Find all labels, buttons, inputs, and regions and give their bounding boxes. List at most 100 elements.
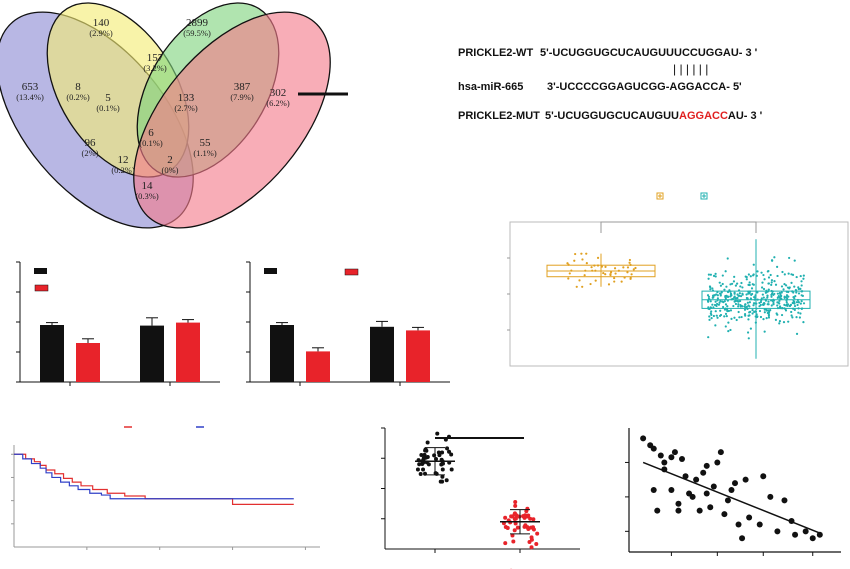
venn-count: 133 [178, 92, 195, 104]
box-point [788, 256, 791, 260]
box-point [763, 311, 766, 314]
box-point [707, 336, 710, 339]
data-point [511, 539, 516, 544]
box-point [719, 284, 723, 287]
box-point [792, 299, 795, 303]
data-point [710, 483, 717, 490]
data-point [746, 514, 753, 521]
box-point [617, 269, 620, 272]
box-point [731, 282, 734, 285]
box-point [609, 273, 612, 276]
box-point [787, 295, 790, 298]
box-point [728, 289, 731, 292]
box-point [802, 321, 805, 324]
box-point [769, 273, 772, 277]
box-point [747, 337, 750, 340]
box-point [714, 275, 717, 278]
box-point [799, 312, 802, 315]
box-point [609, 271, 613, 274]
data-point [425, 454, 430, 459]
box-point [770, 283, 773, 287]
bar [76, 343, 100, 382]
bar-chart-1 [16, 261, 220, 386]
box-point [581, 258, 584, 261]
box-point [759, 303, 762, 307]
box-point [781, 270, 784, 274]
data-point [654, 507, 661, 514]
box-point [751, 312, 754, 315]
box-point [777, 295, 780, 298]
venn-percent: (59.5%) [183, 28, 211, 38]
box-point [708, 318, 711, 321]
venn-percent: (0%) [162, 165, 179, 175]
box-point [573, 259, 576, 262]
box-point [788, 304, 792, 307]
box-point [756, 270, 759, 273]
box-point [793, 302, 796, 305]
box-point [796, 298, 800, 302]
data-point [512, 528, 517, 533]
data-point [440, 450, 445, 455]
data-point [735, 521, 742, 528]
box-point [740, 315, 743, 319]
mut-seq-suffix: AU- 3 ' [728, 110, 763, 122]
box-point [785, 299, 788, 302]
data-point [714, 459, 721, 466]
box-point [739, 303, 742, 307]
venn-percent: (0.1%) [139, 138, 163, 148]
box-point [719, 299, 722, 303]
legend-swatch [700, 192, 708, 200]
box-point [727, 329, 730, 333]
box-point [596, 256, 600, 259]
box-point [783, 273, 786, 276]
box-point [753, 295, 756, 299]
box-point [708, 315, 711, 318]
data-point [742, 476, 749, 483]
data-point [415, 467, 420, 472]
data-point [802, 528, 809, 535]
box-point [620, 280, 623, 283]
box-point [792, 291, 795, 294]
box-point [726, 299, 729, 302]
box-point [629, 263, 632, 266]
box-point [770, 281, 773, 284]
box-point [776, 307, 780, 310]
box-point [729, 292, 733, 295]
box-point [783, 303, 786, 306]
data-point [686, 490, 693, 497]
box-point [716, 299, 719, 302]
box-point [709, 300, 712, 303]
venn-diagram: 140(2.9%)2899(59.5%)157(3.2%)8(0.2%)387(… [0, 2, 331, 229]
data-point [503, 541, 508, 546]
box-point [714, 272, 717, 275]
data-point [418, 472, 423, 477]
box-point [747, 292, 750, 295]
box-point [711, 294, 715, 297]
data-point [445, 446, 450, 451]
box-point [773, 292, 776, 296]
box-point [714, 324, 717, 327]
box-point [600, 265, 604, 268]
data-point [717, 449, 724, 456]
box-point [731, 297, 734, 301]
box-point [570, 269, 573, 272]
venn-count: 140 [93, 17, 110, 29]
box-point [712, 274, 716, 277]
box-point [708, 285, 712, 288]
box-point [729, 328, 732, 332]
box-point [774, 318, 778, 321]
data-point [447, 449, 452, 454]
box-point [767, 276, 771, 279]
box-point [581, 285, 584, 288]
venn-percent: (0.1%) [96, 103, 120, 113]
box-point [723, 288, 726, 291]
box-point [749, 275, 752, 278]
box-point [707, 300, 710, 303]
box-point [797, 307, 800, 310]
data-point [449, 452, 454, 457]
box-point [797, 286, 800, 289]
data-point [774, 528, 781, 535]
box-point [795, 332, 799, 335]
data-point [417, 462, 422, 467]
data-point [739, 535, 746, 542]
